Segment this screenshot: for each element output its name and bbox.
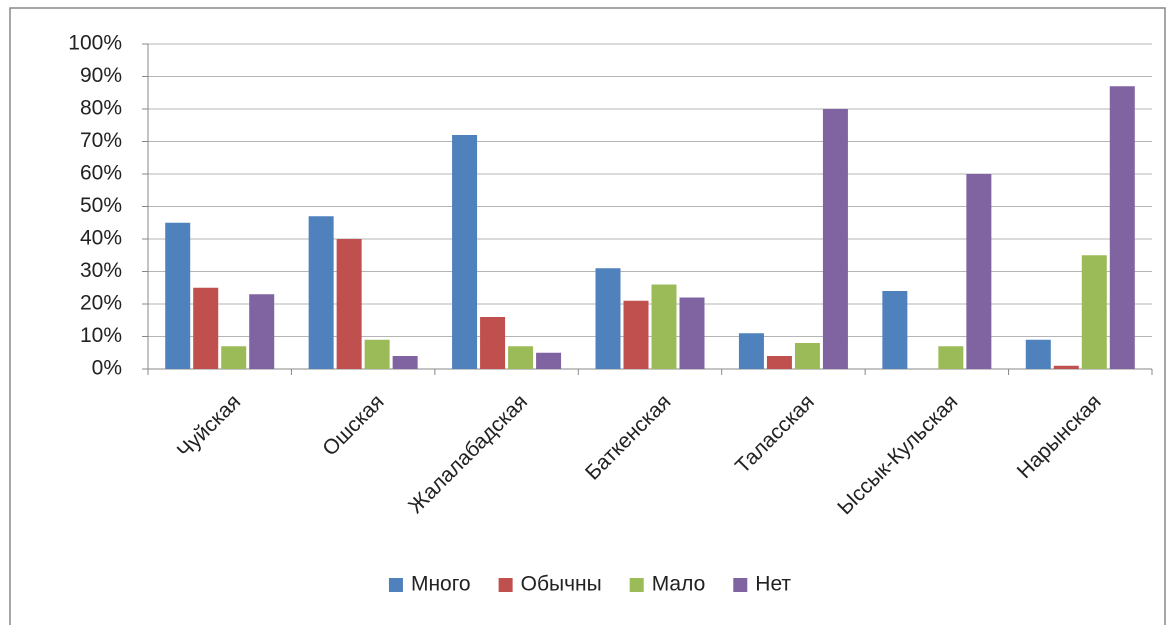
bar xyxy=(392,356,418,369)
bar xyxy=(221,346,247,369)
y-tick-label: 40% xyxy=(80,227,122,250)
bar xyxy=(536,352,562,369)
y-tick-label: 20% xyxy=(80,292,122,315)
bar xyxy=(679,297,705,369)
bar xyxy=(364,339,390,369)
bar xyxy=(1081,255,1107,369)
bar xyxy=(738,333,764,369)
bar xyxy=(595,268,621,369)
y-tick-label: 0% xyxy=(92,357,122,380)
y-tick-label: 30% xyxy=(80,259,122,282)
legend-label: Обычны xyxy=(521,573,602,596)
y-tick-label: 50% xyxy=(80,194,122,217)
bar xyxy=(938,346,964,369)
bar xyxy=(480,317,506,369)
legend-label: Мало xyxy=(652,573,706,596)
bar xyxy=(794,343,820,369)
bar xyxy=(822,109,848,369)
legend-swatch xyxy=(733,578,748,592)
bar xyxy=(165,222,191,369)
bar xyxy=(249,294,275,369)
y-tick-label: 10% xyxy=(80,324,122,347)
legend-swatch xyxy=(629,578,644,592)
y-tick-label: 60% xyxy=(80,162,122,185)
legend-swatch xyxy=(388,578,403,592)
legend-swatch xyxy=(498,578,513,592)
legend: Много Обычны Мало Нет xyxy=(388,573,791,596)
bar xyxy=(336,239,362,369)
bar xyxy=(1025,339,1051,369)
legend-label: Много xyxy=(411,573,471,596)
bar xyxy=(651,284,677,369)
bar xyxy=(1109,86,1135,369)
y-tick-label: 90% xyxy=(80,64,122,87)
bar xyxy=(966,174,992,369)
bar xyxy=(766,356,792,369)
legend-label: Нет xyxy=(755,573,791,596)
y-tick-label: 80% xyxy=(80,97,122,120)
bar xyxy=(452,135,478,369)
bar xyxy=(882,291,908,369)
bar xyxy=(308,216,334,369)
bar xyxy=(623,300,649,369)
y-tick-label: 70% xyxy=(80,129,122,152)
bar xyxy=(508,346,534,369)
y-tick-label: 100% xyxy=(68,32,122,55)
bar xyxy=(193,287,219,369)
bar xyxy=(1053,365,1079,369)
